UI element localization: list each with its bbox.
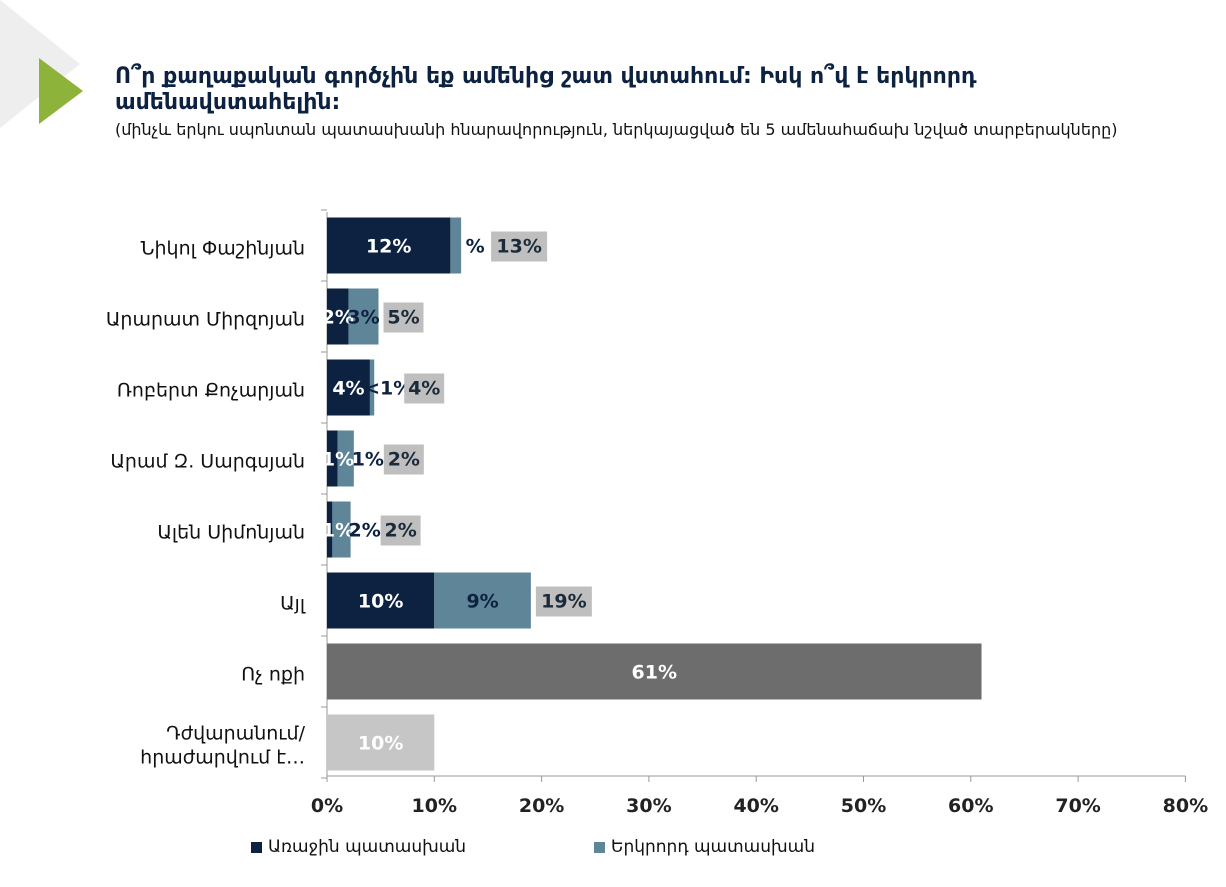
category-label: Ալեն Սիմոնյան: [157, 522, 305, 544]
data-label-single: 10%: [358, 733, 403, 755]
x-tick-label: 10%: [412, 795, 457, 817]
x-tick-label: 50%: [841, 795, 886, 817]
x-tick-label: 30%: [626, 795, 671, 817]
bar-second: [332, 501, 351, 558]
bar-chart: 0% 10% 20% 30% 40% 50% 60% 70% 80% Նիկոլ Փաշինյան…: [106, 209, 1208, 817]
category-label: Նիկոլ Փաշինյան: [141, 238, 305, 260]
category-label: հրաժարվում է…: [140, 747, 305, 769]
x-tick-label: 60%: [948, 795, 993, 817]
x-tick-label: 80%: [1163, 795, 1208, 817]
bar-single: [327, 714, 435, 771]
bar-first: [327, 430, 338, 487]
category-label: Արամ Զ. Սարգսյան: [110, 451, 305, 473]
legend: Առաջին պատասխան Երկրորդ պատասխան: [0, 837, 1226, 861]
bar-second: [337, 430, 354, 487]
data-label-total: 2%: [388, 449, 420, 471]
data-label-second: 2%: [348, 520, 380, 542]
data-label-second: <1%: [364, 378, 412, 400]
data-label-first: 12%: [366, 236, 411, 258]
triangle-arrow-icon: [39, 58, 83, 124]
data-label-first: 10%: [358, 591, 403, 613]
data-label-single: 61%: [632, 662, 677, 684]
data-label-total: 19%: [541, 591, 586, 613]
bar-second: [434, 572, 531, 629]
corner-decoration: [0, 0, 83, 128]
data-label-second: 1%: [352, 449, 384, 471]
data-label-total: 5%: [387, 307, 419, 329]
data-label-total: 4%: [408, 378, 440, 400]
bar-second: [348, 288, 379, 345]
data-label-total: 2%: [384, 520, 416, 542]
total-label-box: [383, 302, 424, 333]
data-label-first: 1%: [322, 449, 354, 471]
data-label-second: 3%: [347, 307, 379, 329]
legend-item-second: Երկրորդ պատասխան: [594, 837, 815, 857]
x-tick-label: 20%: [519, 795, 564, 817]
x-tick-label: 70%: [1055, 795, 1100, 817]
data-label-total: 13%: [496, 236, 541, 258]
x-tick-label: 40%: [733, 795, 778, 817]
bar-first: [327, 501, 333, 558]
category-label: Այլ: [280, 593, 306, 615]
bar-first: [327, 217, 451, 274]
bar-single: [327, 643, 982, 700]
legend-item-first: Առաջին պատասխան: [251, 837, 466, 857]
data-label-first: 4%: [332, 378, 364, 400]
total-label-box: [535, 586, 592, 617]
category-label: Ոչ ոքի: [241, 664, 305, 686]
chart-title: Ո՞ր քաղաքական գործչին եք ամենից շատ վստա…: [115, 64, 977, 115]
bar-second: [369, 359, 375, 416]
category-label: Ռոբերտ Քոչարյան: [117, 380, 305, 402]
category-label: Դժվարանում/: [166, 723, 305, 745]
x-tick-label: 0%: [311, 795, 343, 817]
category-label: Արարատ Միրզոյան: [106, 309, 305, 331]
bar-first: [327, 359, 370, 416]
total-label-box: [380, 515, 421, 546]
data-label-second: 9%: [466, 591, 498, 613]
chart-subtitle: (մինչև երկու սպոնտան պատասխանի հնարավորո…: [115, 120, 1118, 139]
data-label-first: 1%: [322, 520, 354, 542]
total-label-box: [404, 373, 445, 404]
legend-swatch-first: [251, 841, 262, 853]
total-label-box: [491, 231, 548, 262]
title-block: Ո՞ր քաղաքական գործչին եք ամենից շատ վստա…: [115, 64, 1175, 139]
legend-swatch-second: [594, 841, 605, 853]
legend-label-first: Առաջին պատասխան: [268, 837, 467, 857]
bar-first: [327, 288, 349, 345]
data-label-second: %: [466, 236, 485, 258]
total-label-box: [383, 444, 424, 475]
bar-second: [450, 217, 462, 274]
data-label-first: 2%: [322, 307, 354, 329]
bar-first: [327, 572, 435, 629]
legend-label-second: Երկրորդ պատասխան: [611, 837, 815, 857]
